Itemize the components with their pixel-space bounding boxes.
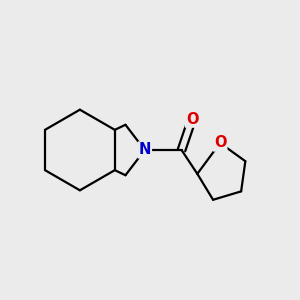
Text: N: N — [139, 142, 151, 158]
Text: O: O — [214, 136, 226, 151]
Text: O: O — [186, 112, 198, 127]
